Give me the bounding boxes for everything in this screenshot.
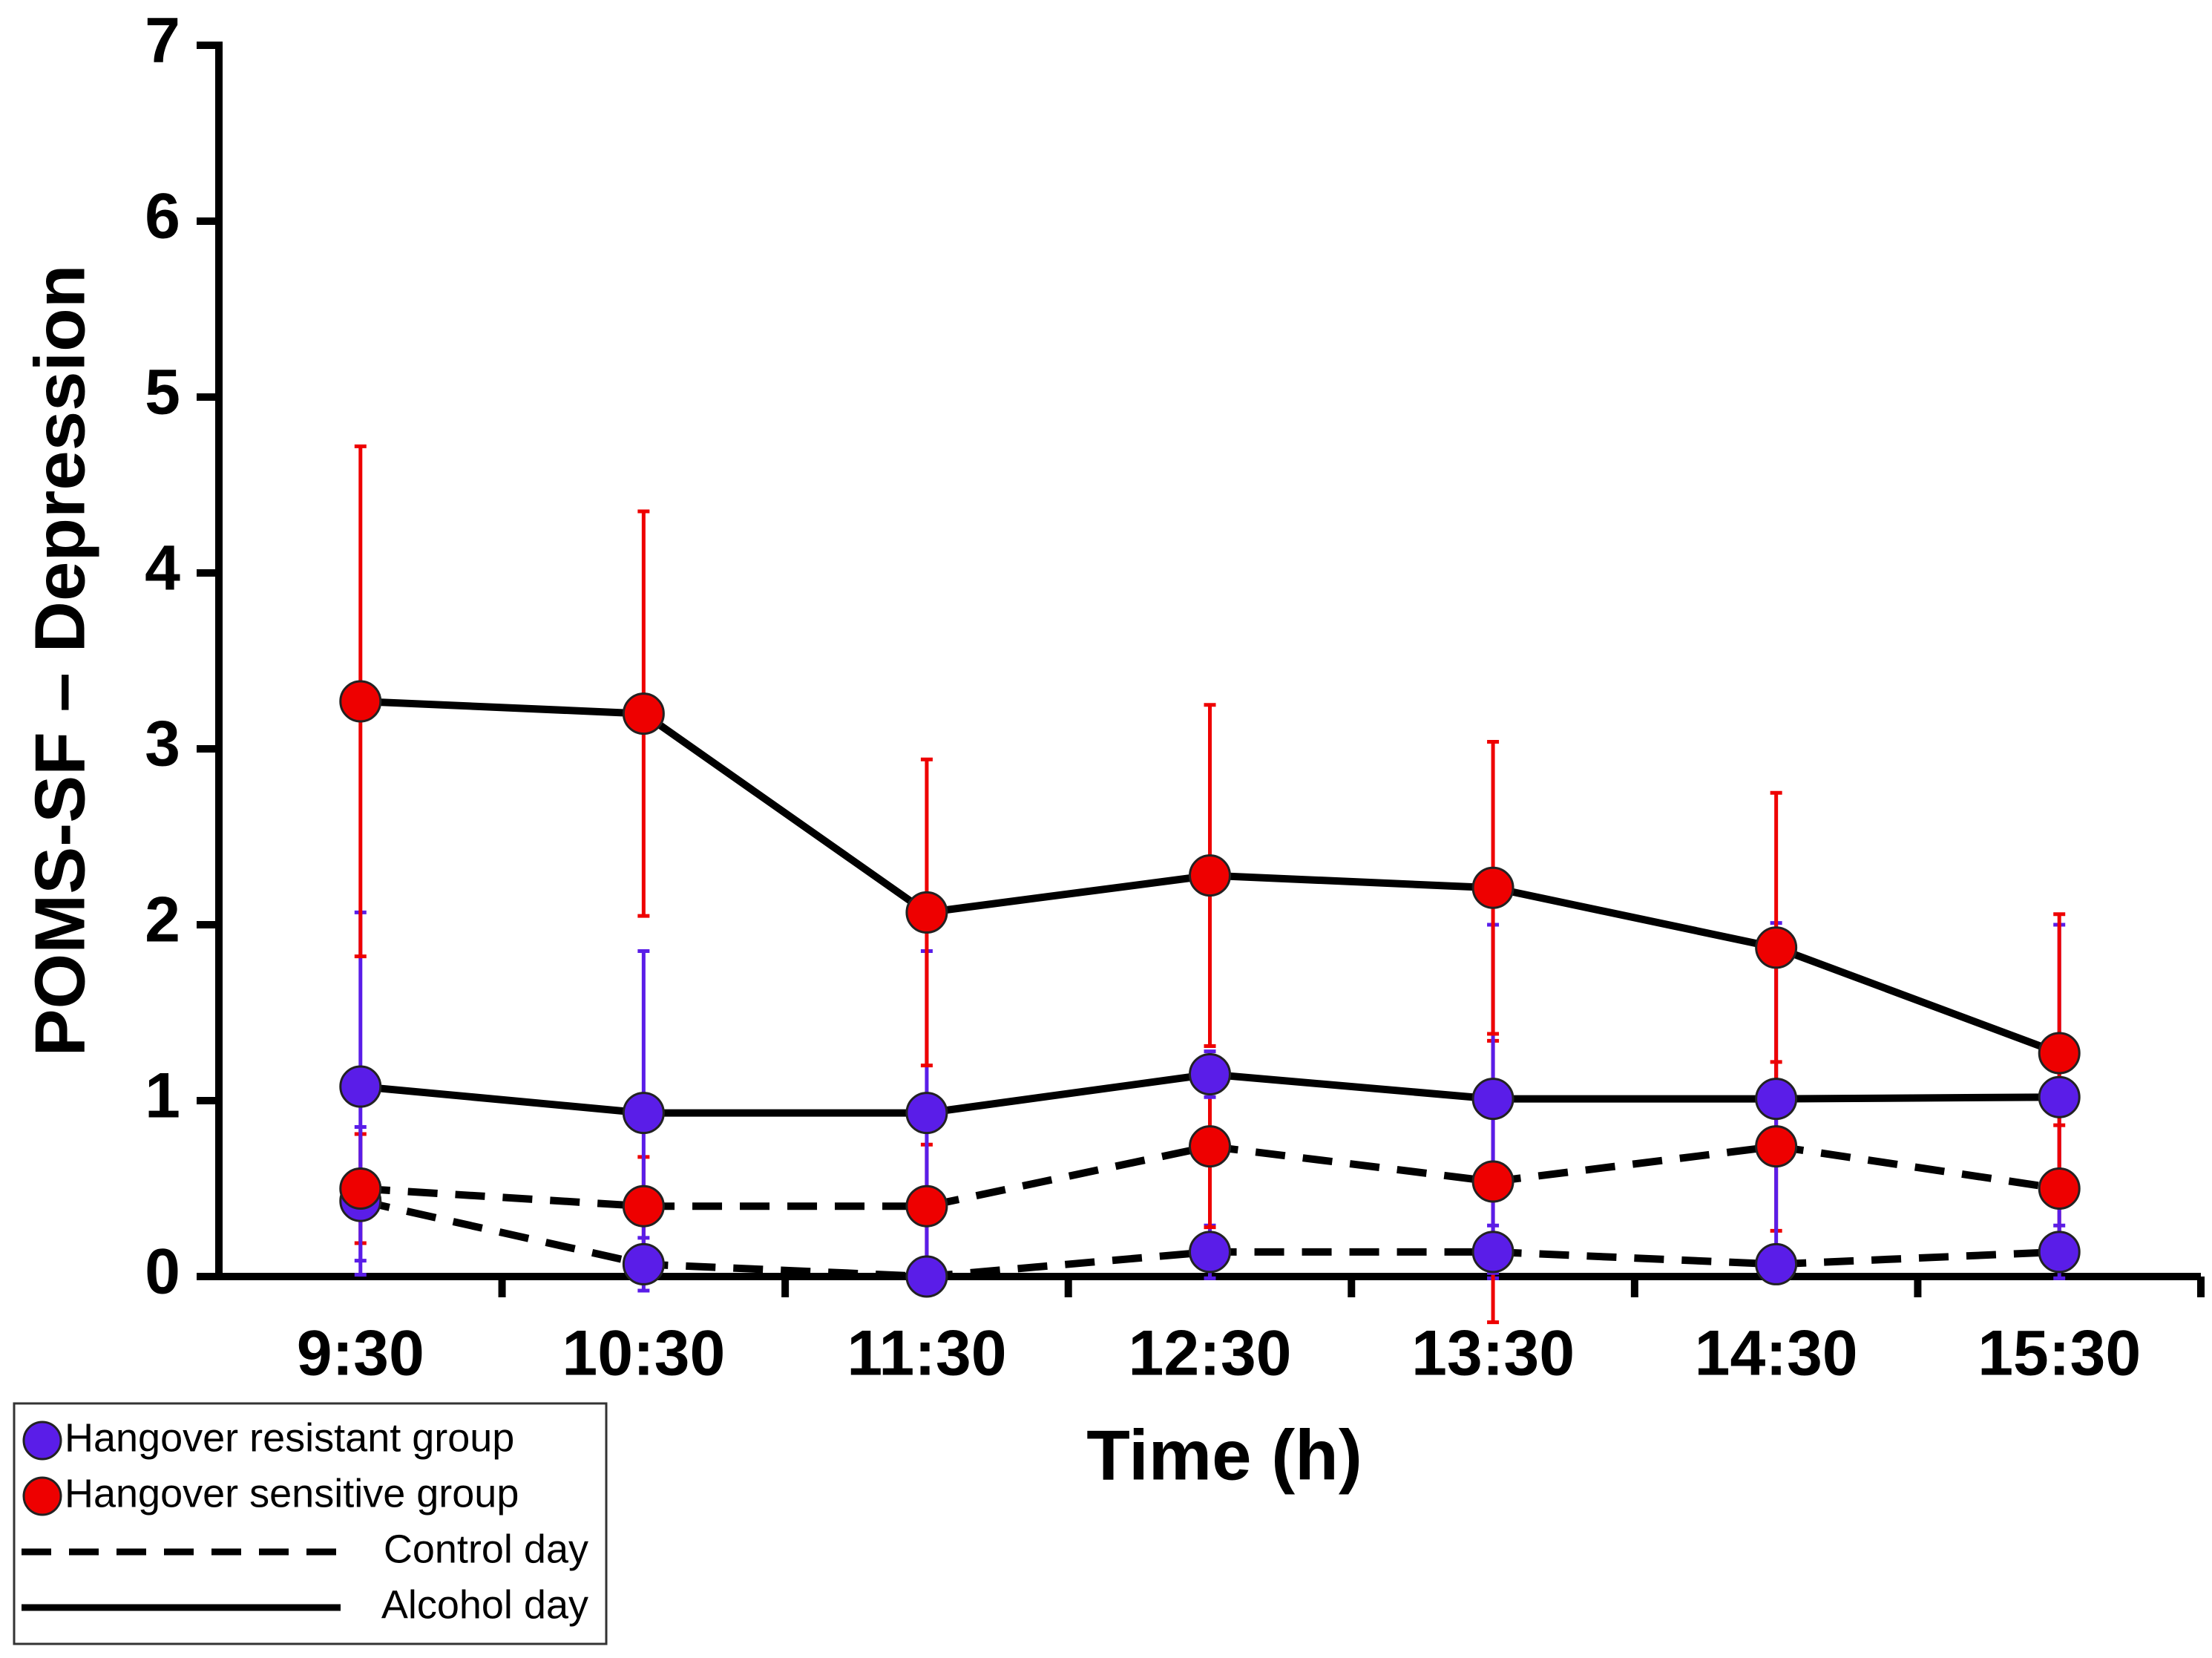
data-point — [1755, 1078, 1798, 1121]
data-point — [1755, 1242, 1798, 1285]
x-tick-label: 13:30 — [1411, 1318, 1575, 1389]
data-point — [622, 1184, 665, 1228]
data-point — [905, 1184, 948, 1228]
data-point — [1755, 1125, 1798, 1168]
y-tick-label: 7 — [145, 5, 180, 76]
data-point — [1471, 866, 1514, 909]
data-point — [905, 1255, 948, 1298]
data-point — [1189, 1231, 1231, 1274]
data-point — [1189, 1052, 1231, 1095]
data-point — [1471, 1231, 1514, 1274]
x-tick-label: 12:30 — [1129, 1318, 1292, 1389]
legend-label: Hangover resistant group — [65, 1415, 514, 1460]
y-tick-label: 6 — [145, 181, 180, 252]
y-tick-label: 0 — [145, 1236, 180, 1308]
x-axis-title: Time (h) — [1086, 1415, 1362, 1495]
data-point — [2038, 1167, 2081, 1210]
data-point — [339, 1167, 382, 1210]
data-point — [622, 1242, 665, 1285]
data-point — [339, 680, 382, 723]
y-tick-label: 3 — [145, 709, 180, 780]
legend-label: Alcohol day — [381, 1582, 588, 1627]
x-tick-label: 11:30 — [847, 1318, 1006, 1389]
data-point — [339, 1065, 382, 1108]
data-point — [1471, 1078, 1514, 1121]
data-point — [622, 1092, 665, 1135]
legend-label: Hangover sensitive group — [65, 1471, 519, 1516]
data-point — [905, 891, 948, 934]
y-tick-label: 5 — [145, 357, 180, 428]
x-tick-label: 14:30 — [1695, 1318, 1858, 1389]
data-point — [1755, 926, 1798, 969]
data-point — [2038, 1231, 2081, 1274]
y-tick-label: 1 — [145, 1061, 180, 1132]
data-point — [905, 1092, 948, 1135]
y-tick-label: 4 — [145, 533, 180, 604]
legend-marker — [22, 1421, 62, 1461]
x-tick-label: 15:30 — [1978, 1318, 2141, 1389]
y-axis-title: POMS-SF – Depression — [20, 265, 99, 1057]
legend-marker — [22, 1476, 62, 1516]
y-tick-label: 2 — [145, 885, 180, 956]
x-tick-label: 9:30 — [297, 1318, 424, 1389]
legend-label: Control day — [384, 1527, 588, 1571]
data-point — [1189, 854, 1231, 897]
data-point — [1471, 1160, 1514, 1203]
data-point — [2038, 1075, 2081, 1118]
data-point — [1189, 1125, 1231, 1168]
data-point — [2038, 1032, 2081, 1075]
x-tick-label: 10:30 — [562, 1318, 725, 1389]
data-point — [622, 692, 665, 735]
legend-box — [13, 1402, 608, 1645]
